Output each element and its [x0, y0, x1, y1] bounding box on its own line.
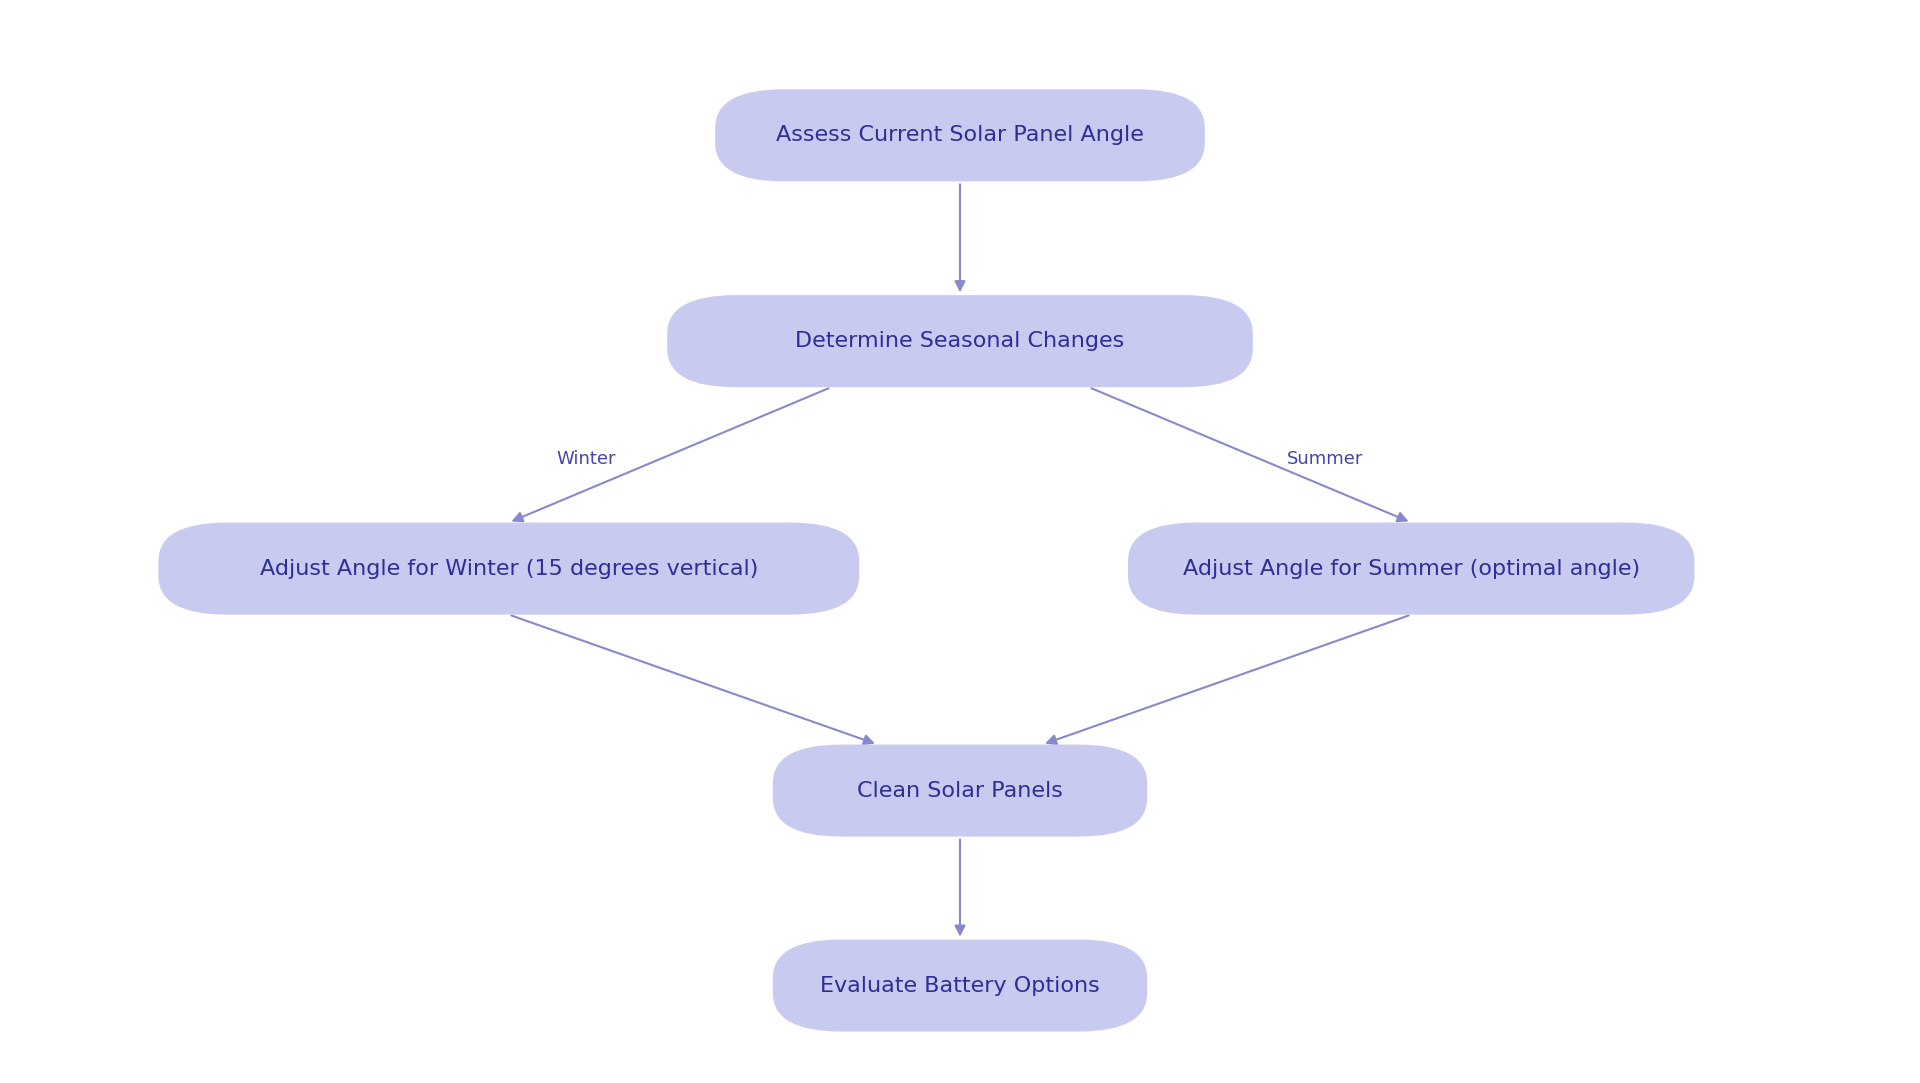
FancyBboxPatch shape	[159, 523, 860, 615]
Text: Adjust Angle for Summer (optimal angle): Adjust Angle for Summer (optimal angle)	[1183, 559, 1640, 578]
FancyBboxPatch shape	[772, 745, 1146, 837]
Text: Adjust Angle for Winter (15 degrees vertical): Adjust Angle for Winter (15 degrees vert…	[259, 559, 758, 578]
Text: Summer: Summer	[1286, 451, 1363, 469]
FancyBboxPatch shape	[714, 90, 1206, 182]
Text: Clean Solar Panels: Clean Solar Panels	[856, 781, 1064, 800]
Text: Assess Current Solar Panel Angle: Assess Current Solar Panel Angle	[776, 126, 1144, 145]
FancyBboxPatch shape	[1129, 523, 1695, 615]
FancyBboxPatch shape	[668, 295, 1254, 387]
Text: Winter: Winter	[557, 451, 616, 469]
FancyBboxPatch shape	[772, 939, 1146, 1031]
Text: Determine Seasonal Changes: Determine Seasonal Changes	[795, 331, 1125, 351]
Text: Evaluate Battery Options: Evaluate Battery Options	[820, 976, 1100, 995]
